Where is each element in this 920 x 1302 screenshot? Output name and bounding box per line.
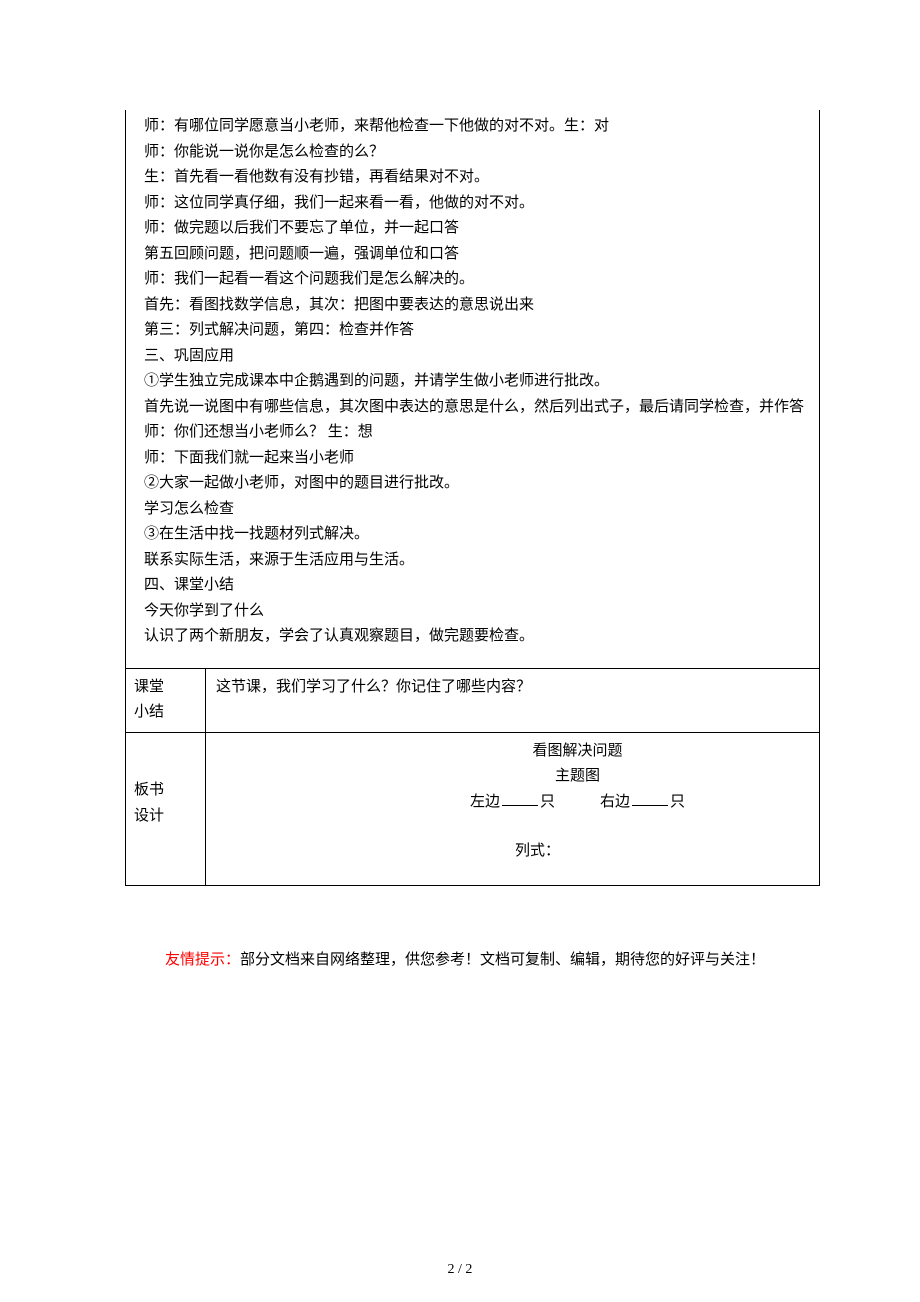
page-number: 2 / 2: [0, 1258, 920, 1282]
content-line: 学习怎么检查: [144, 497, 809, 523]
content-line: 首先：看图找数学信息，其次：把图中要表达的意思说出来: [144, 293, 809, 319]
content-line: 生：首先看一看他数有没有抄错，再看结果对不对。: [144, 165, 809, 191]
content-line: 师：有哪位同学愿意当小老师，来帮他检查一下他做的对不对。生：对: [144, 114, 809, 140]
footer-note: 友情提示：部分文档来自网络整理，供您参考！文档可复制、编辑，期待您的好评与关注！: [125, 946, 820, 975]
content-line: 师：你们还想当小老师么？ 生：想: [144, 420, 809, 446]
summary-text: 这节课，我们学习了什么？你记住了哪些内容？: [216, 679, 531, 695]
content-line: 第五回顾问题，把问题顺一遍，强调单位和口答: [144, 242, 809, 268]
content-line: 四、课堂小结: [144, 573, 809, 599]
blank-line: [502, 791, 538, 806]
content-line: ①学生独立完成课本中企鹅遇到的问题，并请学生做小老师进行批改。: [144, 369, 809, 395]
content-line: ③在生活中找一找题材列式解决。: [144, 522, 809, 548]
content-line: 师：你能说一说你是怎么检查的么？: [144, 140, 809, 166]
board-expression: 列式：: [216, 839, 809, 865]
document-page: 师：有哪位同学愿意当小老师，来帮他检查一下他做的对不对。生：对 师：你能说一说你…: [0, 0, 920, 1302]
board-right-label: 右边: [600, 794, 630, 810]
summary-label-l2: 小结: [134, 700, 197, 726]
content-line: 师：我们一起看一看这个问题我们是怎么解决的。: [144, 267, 809, 293]
board-label-l2: 设计: [134, 804, 197, 830]
board-title: 看图解决问题: [216, 739, 809, 765]
content-line: 师：下面我们就一起来当小老师: [144, 446, 809, 472]
footer-hint-text: 部分文档来自网络整理，供您参考！文档可复制、编辑，期待您的好评与关注！: [240, 952, 765, 968]
content-line: 今天你学到了什么: [144, 599, 809, 625]
content-line: ②大家一起做小老师，对图中的题目进行批改。: [144, 471, 809, 497]
summary-label-cell: 课堂 小结: [126, 668, 206, 732]
content-line: 首先说一说图中有哪些信息，其次图中表达的意思是什么，然后列出式子，最后请同学检查…: [144, 395, 809, 421]
board-label-cell: 板书 设计: [126, 732, 206, 885]
board-subtitle: 主题图: [216, 764, 809, 790]
content-line: 三、巩固应用: [144, 344, 809, 370]
summary-content-cell: 这节课，我们学习了什么？你记住了哪些内容？: [206, 668, 820, 732]
content-line: 师：做完题以后我们不要忘了单位，并一起口答: [144, 216, 809, 242]
board-right-unit: 只: [670, 794, 685, 810]
blank-line: [632, 791, 668, 806]
board-left-unit: 只: [540, 794, 555, 810]
content-line: 师：这位同学真仔细，我们一起来看一看，他做的对不对。: [144, 191, 809, 217]
main-content-cell: 师：有哪位同学愿意当小老师，来帮他检查一下他做的对不对。生：对 师：你能说一说你…: [126, 110, 820, 668]
content-line: 认识了两个新朋友，学会了认真观察题目，做完题要检查。: [144, 624, 809, 650]
content-table: 师：有哪位同学愿意当小老师，来帮他检查一下他做的对不对。生：对 师：你能说一说你…: [125, 110, 820, 886]
content-line: 第三：列式解决问题，第四：检查并作答: [144, 318, 809, 344]
board-content-cell: 看图解决问题 主题图 左边 只 右边 只 列式：: [206, 732, 820, 885]
summary-label-l1: 课堂: [134, 675, 197, 701]
content-line: 联系实际生活，来源于生活应用与生活。: [144, 548, 809, 574]
board-label-l1: 板书: [134, 778, 197, 804]
board-fill-row: 左边 只 右边 只: [216, 790, 809, 816]
footer-hint-label: 友情提示：: [165, 952, 240, 968]
board-left-label: 左边: [470, 794, 500, 810]
